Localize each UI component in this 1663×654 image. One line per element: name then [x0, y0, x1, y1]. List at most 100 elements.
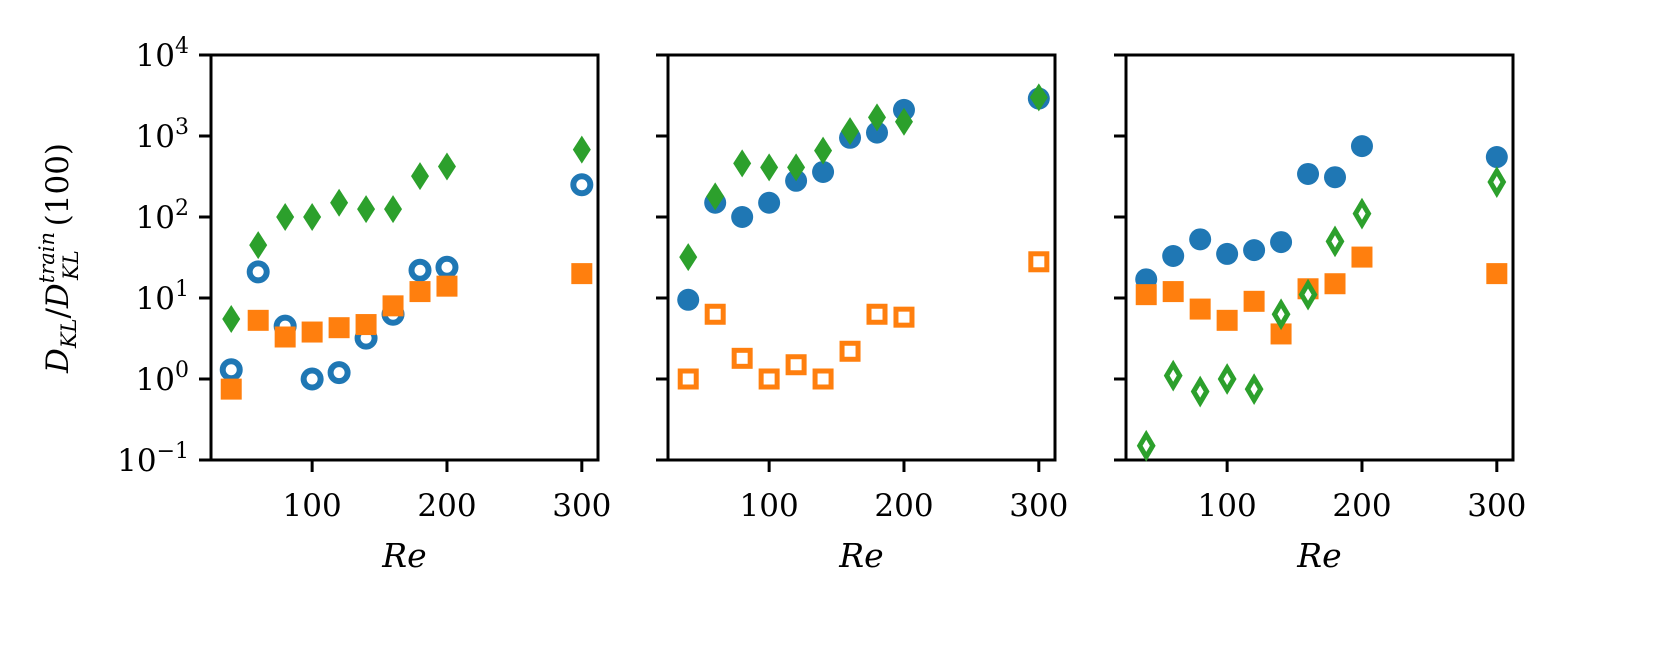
y-tick-label: 100: [136, 358, 189, 398]
data-point: [868, 103, 887, 132]
plot-frame: [1124, 53, 1515, 462]
series-1: [1135, 135, 1508, 291]
series-2: [1135, 246, 1508, 345]
data-point: [1487, 166, 1507, 198]
data-point: [570, 173, 594, 197]
x-axis-label: Re: [838, 536, 883, 575]
data-point: [812, 160, 835, 183]
data-point: [731, 347, 753, 369]
data-point: [274, 326, 296, 348]
data-point: [327, 361, 351, 385]
data-point: [1243, 239, 1266, 262]
plot-frame: [666, 53, 1057, 462]
data-point: [1029, 83, 1048, 112]
data-point: [247, 309, 269, 331]
data-point: [1325, 225, 1345, 258]
y-tick-label: 10−1: [117, 439, 189, 479]
data-point: [677, 368, 699, 390]
data-point: [866, 121, 889, 144]
data-point: [330, 188, 349, 217]
data-point: [303, 203, 322, 231]
data-point: [246, 260, 270, 284]
data-point: [1163, 359, 1183, 392]
data-point: [814, 136, 833, 165]
data-point: [1190, 375, 1210, 408]
x-tick-label: 100: [1198, 488, 1257, 524]
data-point: [1162, 281, 1184, 303]
y-tick-label: 104: [136, 34, 189, 74]
y-tick-label: 103: [136, 115, 189, 155]
series-2: [220, 263, 593, 400]
data-point: [436, 275, 458, 297]
x-tick-label: 300: [1009, 488, 1068, 524]
data-point: [222, 305, 241, 334]
data-point: [1324, 166, 1347, 189]
data-point: [812, 368, 834, 390]
x-tick-label: 200: [1332, 488, 1391, 524]
data-point: [220, 378, 242, 400]
data-point: [677, 288, 700, 311]
data-point: [357, 195, 376, 224]
data-point: [1351, 246, 1373, 268]
y-tick-label: 101: [136, 277, 189, 317]
series-2: [677, 251, 1050, 390]
x-axis-label: Re: [1296, 536, 1341, 575]
data-point: [1216, 309, 1238, 331]
data-point: [1270, 323, 1292, 345]
data-point: [1270, 231, 1293, 254]
data-point: [408, 258, 432, 282]
x-tick-label: 200: [874, 488, 933, 524]
data-point: [1271, 298, 1291, 331]
data-point: [411, 162, 430, 191]
data-point: [249, 231, 268, 260]
data-point: [1028, 251, 1050, 273]
x-tick-label: 300: [1467, 488, 1526, 524]
x-tick-label: 100: [283, 488, 342, 524]
y-axis-label-text: DKL/DtrainKL(100): [35, 143, 83, 374]
data-point: [760, 153, 779, 182]
data-point: [219, 358, 243, 382]
data-point: [300, 367, 324, 391]
data-point: [785, 354, 807, 376]
data-point: [1216, 242, 1239, 265]
data-point: [1352, 197, 1372, 230]
data-point: [731, 206, 754, 228]
data-point: [437, 152, 456, 181]
data-point: [1217, 363, 1237, 395]
subplot-1: 10−1 100 101 102 103 104 100 200 300 Re: [117, 34, 611, 575]
data-point: [1486, 263, 1508, 285]
series-3: [1136, 166, 1507, 462]
x-axis-label: Re: [381, 536, 426, 575]
data-point: [1485, 146, 1508, 169]
data-point: [679, 243, 698, 272]
data-point: [1298, 278, 1318, 311]
data-point: [733, 149, 752, 178]
data-point: [409, 281, 431, 303]
series-3: [679, 83, 1048, 272]
data-point: [571, 263, 593, 285]
plot-frame: [209, 53, 600, 462]
data-point: [1244, 373, 1264, 406]
data-point: [384, 195, 403, 224]
y-axis-label: DKL/DtrainKL(100): [35, 143, 83, 374]
data-point: [301, 321, 323, 343]
data-point: [704, 303, 726, 325]
x-tick-label: 300: [552, 488, 611, 524]
data-point: [572, 135, 591, 164]
x-tick-label: 100: [740, 488, 799, 524]
data-point: [841, 117, 860, 146]
data-point: [787, 153, 806, 182]
data-point: [1136, 429, 1156, 462]
data-point: [758, 368, 780, 390]
data-point: [1324, 273, 1346, 295]
data-point: [276, 203, 295, 231]
data-point: [1297, 162, 1320, 185]
data-point: [706, 182, 725, 211]
data-point: [382, 295, 404, 317]
subplot-3: 100 200 300 Re: [1114, 53, 1526, 575]
data-point: [894, 107, 913, 136]
data-point: [866, 303, 888, 325]
data-point: [328, 317, 350, 339]
data-point: [355, 314, 377, 336]
